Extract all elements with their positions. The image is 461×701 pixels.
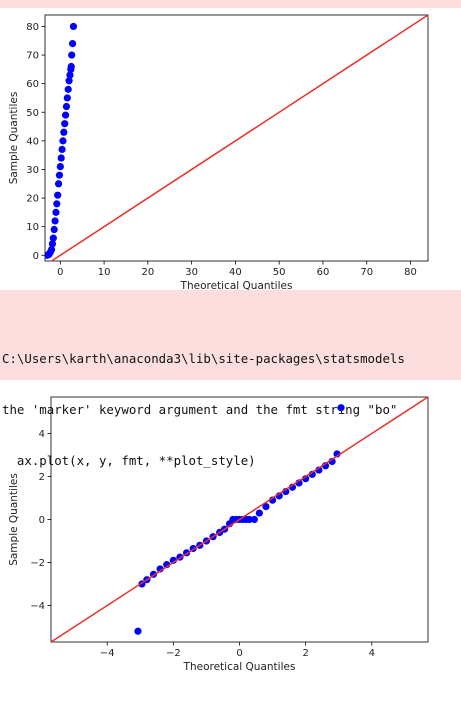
warning-output — [0, 290, 461, 380]
plot1-point — [66, 71, 74, 79]
plot1-point — [62, 102, 71, 111]
plot1-x-axis-label: Theoretical Quantiles — [180, 280, 293, 292]
plot2-y-tick-label: 0 — [39, 515, 45, 526]
plot1-point — [51, 217, 59, 225]
plot1-y-tick-label: 10 — [26, 222, 39, 233]
warning-text: C:\Users\karth\anaconda3\lib\site-packag… — [2, 316, 461, 486]
plot1-point — [61, 120, 69, 128]
plot1-point — [61, 111, 70, 119]
plot1-x-tick-label: 40 — [229, 267, 242, 278]
plot1-point — [60, 128, 68, 136]
plot1-point — [68, 40, 77, 48]
plot1-point — [63, 94, 71, 102]
plot2-y-axis-label: Sample Quantiles — [8, 473, 20, 566]
plot1-y-tick-label: 0 — [33, 251, 39, 262]
plot1-point — [59, 137, 67, 145]
plot1-point — [68, 51, 76, 59]
plot2-data-group — [51, 397, 428, 642]
plot1-point — [54, 180, 63, 188]
plot1-point — [58, 145, 66, 154]
plot1-point — [50, 225, 58, 234]
plot1-point — [53, 200, 61, 208]
plot1-x-tick-label: 60 — [317, 267, 330, 278]
plot1-point — [52, 208, 60, 216]
warning-line-3: ax.plot(x, y, fmt, **plot_style) — [2, 453, 256, 468]
plot2-y-tick-label: 2 — [39, 472, 45, 483]
warning-line-1: C:\Users\karth\anaconda3\lib\site-packag… — [2, 351, 405, 366]
plot2-point — [250, 515, 258, 524]
plot1-x-tick-label: 80 — [404, 267, 417, 278]
plot1-point — [69, 22, 78, 31]
plot1-data-group — [45, 15, 428, 261]
plot2-point — [255, 509, 263, 517]
plot2-x-tick-label: −4 — [100, 648, 115, 659]
plot1-y-tick-label: 20 — [26, 194, 39, 205]
plot1-y-tick-label: 30 — [26, 165, 39, 176]
plot1-point — [56, 163, 64, 171]
plot1-point — [64, 85, 72, 93]
plot1-reference-line — [50, 15, 428, 261]
plot2-reference-line — [51, 397, 428, 642]
qq-plot-1: 0 10 20 30 40 50 60 70 80 0 10 20 30 40 50 60 70 80 Theore… — [8, 14, 429, 292]
plot2-x-axis-label: Theoretical Quantiles — [183, 661, 296, 673]
plot2-point — [134, 627, 142, 635]
warning-strip-top — [0, 0, 461, 8]
plot1-point — [49, 234, 57, 242]
plot2-y-tick-label: 4 — [39, 429, 45, 440]
plot1-point — [57, 154, 65, 162]
plot2-x-tick-label: 0 — [236, 648, 242, 659]
plot1-y-axis-label: Sample Quantiles — [8, 92, 20, 185]
plot2-x-tick-label: 2 — [302, 648, 308, 659]
plot1-axes-frame — [44, 14, 429, 262]
plot1-y-tick-label: 80 — [26, 22, 39, 33]
plot1-x-tick-label: 0 — [57, 267, 63, 278]
plot1-y-tick-label: 50 — [26, 108, 39, 119]
plot2-x-tick-label: −2 — [166, 648, 181, 659]
plot1-x-tick-label: 30 — [185, 267, 198, 278]
plot2-y-tick-label: −2 — [30, 558, 45, 569]
plot1-point — [48, 240, 57, 248]
plot2-x-tick-label: 4 — [369, 648, 375, 659]
plot1-point — [47, 245, 56, 254]
plot1-x-tick-label: 70 — [360, 267, 373, 278]
plot1-point — [67, 62, 75, 71]
plot1-point — [54, 191, 62, 199]
plot1-y-tick-label: 60 — [26, 79, 39, 90]
plot2-point — [337, 404, 345, 412]
plot2-y-tick-label: −4 — [30, 601, 45, 612]
plot1-x-tick-label: 20 — [141, 267, 154, 278]
warning-line-2: the 'marker' keyword argument and the fm… — [2, 402, 398, 417]
plot1-x-tick-label: 10 — [98, 267, 111, 278]
plot2-point — [262, 503, 270, 511]
plot1-point — [55, 171, 64, 179]
plot1-point — [65, 77, 73, 85]
qq-plot-2: −4 −2 0 2 4 −4 −2 0 2 4 Theoretical Quantiles Sampl… — [8, 396, 429, 673]
plot2-point — [245, 515, 254, 524]
plot1-y-tick-label: 40 — [26, 136, 39, 147]
plot1-x-tick-label: 50 — [273, 267, 286, 278]
plot1-y-tick-label: 70 — [26, 51, 39, 62]
